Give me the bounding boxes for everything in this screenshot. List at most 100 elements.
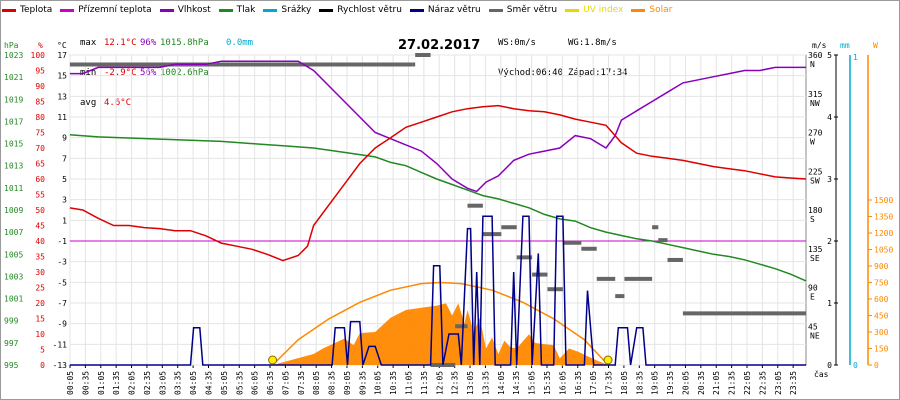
legend-label: Směr větru [506,5,558,15]
legend-swatch [319,8,334,12]
wind-tick-label: 3 [827,175,832,184]
x-tick-label: 16:35 [574,371,583,395]
hum-tick-label: 10 [35,330,45,339]
solar-area [272,303,609,365]
solar-tick-label: 1050 [874,246,893,255]
legend-label: Solar [649,5,673,15]
legend-label: UV index [583,5,624,15]
x-axis-title: čas [814,369,829,379]
x-tick-label: 08:05 [312,371,321,395]
dir-tick-label: 360 [808,51,823,60]
legend-swatch [60,8,75,12]
stats-labels: max min avg [80,18,96,118]
x-tick-label: 11:35 [420,371,429,395]
solar-tick-label: 450 [874,312,889,321]
stat-max-temp: 12.1°C [104,38,137,48]
legend-swatch [2,8,16,12]
dir-compass-label: NW [810,99,820,108]
dir-compass-label: S [810,215,815,224]
x-tick-label: 14:05 [497,371,506,395]
temperature-line [69,104,807,262]
stat-min-temp: -2.9°C [104,68,137,78]
temp-tick-label: -5 [57,278,67,287]
press-tick-label: 1021 [4,73,23,82]
wind-tick-label: 0 [827,361,832,370]
hum-tick-label: 15 [35,315,45,324]
stat-avg-label: avg [80,98,97,108]
temp-tick-label: 17 [57,51,67,60]
temp-tick-label: -7 [57,299,67,308]
x-tick-label: 19:05 [651,371,660,395]
press-tick-label: 1023 [4,51,23,60]
press-tick-label: 1019 [4,95,23,104]
dir-compass-label: NE [810,331,820,340]
x-tick-label: 21:05 [712,371,721,395]
hum-tick-label: 55 [35,191,45,200]
press-tick-label: 1009 [4,206,23,215]
hum-tick-label: 25 [35,284,45,293]
legend-item: Srážky [263,3,311,17]
dir-tick-label: 180 [808,206,823,215]
hum-tick-label: 80 [35,113,45,122]
wind-tick-label: 1 [827,299,832,308]
x-tick-label: 08:35 [328,371,337,395]
x-tick-label: 10:05 [374,371,383,395]
temp-tick-label: 7 [62,154,67,163]
solar-tick-label: 1200 [874,229,893,238]
hum-tick-label: 45 [35,222,45,231]
x-tick-label: 23:05 [774,371,783,395]
date-title: 27.02.2017 [398,38,481,53]
x-tick-label: 13:35 [481,371,490,395]
dir-compass-label: SE [810,254,820,263]
temp-tick-label: -9 [57,320,67,329]
legend-swatch [565,8,580,12]
legend-item: Náraz větru [409,3,481,17]
x-tick-label: 14:35 [512,371,521,395]
legend-item: Rychlost větru [319,3,402,17]
solar-tick-label: 600 [874,295,889,304]
press-tick-label: 1007 [4,228,23,237]
temp-tick-label: 5 [62,175,67,184]
hum-tick-label: 5 [40,346,45,355]
x-tick-label: 12:05 [435,371,444,395]
x-tick-label: 19:35 [666,371,675,395]
x-tick-label: 03:35 [174,371,183,395]
hum-tick-label: 20 [35,299,45,308]
sunset: Západ:17:34 [568,68,628,78]
sunrise-marker [268,355,278,365]
press-axis-title: hPa [4,41,19,50]
temp-tick-label: -11 [53,340,68,349]
dir-compass-label: W [810,138,815,147]
hum-tick-label: 75 [35,129,45,138]
temp-tick-label: -3 [57,258,67,267]
x-tick-label: 03:05 [158,371,167,395]
press-tick-label: 1013 [4,162,23,171]
x-tick-label: 10:35 [389,371,398,395]
stat-min-press: 1002.6hPa [160,68,209,78]
press-tick-label: 999 [4,317,19,326]
wind-tick-label: 2 [827,237,832,246]
press-tick-label: 1011 [4,184,23,193]
stat-min-label: min [80,68,97,78]
x-tick-label: 15:05 [528,371,537,395]
legend-item: Přízemní teplota [60,3,152,17]
press-tick-label: 995 [4,361,19,370]
solar-tick-label: 1350 [874,213,893,222]
humidity-line [69,60,806,193]
solar-tick-label: 150 [874,345,889,354]
press-tick-label: 1005 [4,250,23,259]
press-tick-label: 1015 [4,140,23,149]
x-tick-label: 07:35 [297,371,306,395]
hum-tick-label: 0 [40,361,45,370]
legend: Teplota Přízemní teplota Vlhkost Tlak Srážky… [2,3,680,17]
dir-compass-label: SW [810,176,820,185]
x-tick-label: 18:05 [620,371,629,395]
hum-tick-label: 100 [31,51,46,60]
stats-press: 1015.8hPa 1002.6hPa [160,18,209,88]
stats-rain: 0.0mm [226,18,253,58]
solar-tick-label: 750 [874,279,889,288]
hum-tick-label: 95 [35,67,45,76]
temp-tick-label: 13 [57,92,67,101]
legend-label: Vlhkost [177,5,211,15]
stat-avg-temp: 4.6°C [104,98,132,108]
